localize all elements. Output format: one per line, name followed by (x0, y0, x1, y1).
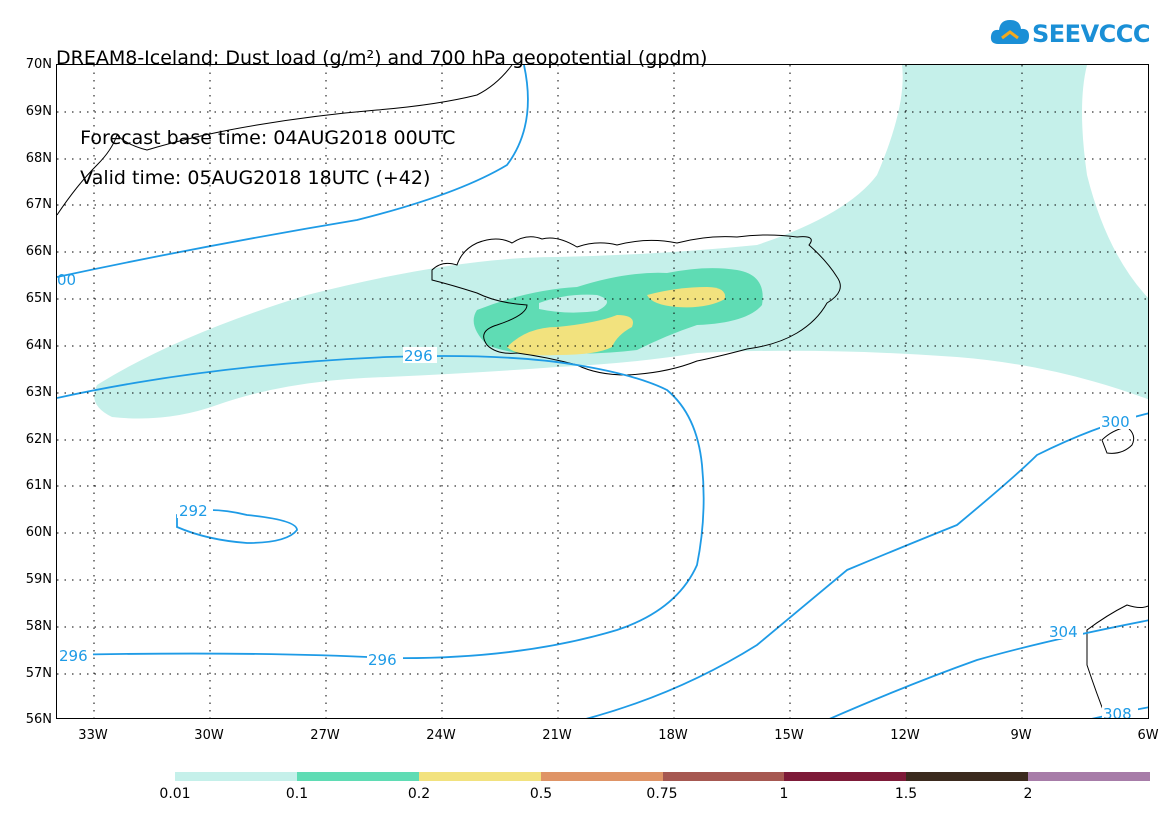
title-line-1: DREAM8-Iceland: Dust load (g/m²) and 700… (56, 47, 708, 69)
lon-label-18w: 18W (658, 728, 688, 743)
contour-label-292: 292 (179, 502, 208, 520)
lon-label-15w: 15W (774, 728, 804, 743)
lat-label-64n: 64N (25, 338, 52, 353)
legend-swatch-3 (418, 772, 541, 781)
contour-300-east (585, 412, 1148, 718)
contour-300-north (57, 65, 529, 278)
seevccc-logo: SEEVCCC (990, 14, 1151, 54)
lat-label-59n: 59N (25, 572, 52, 587)
dust-region-0.01 (94, 65, 1148, 419)
map-title: DREAM8-Iceland: Dust load (g/m²) and 700… (56, 8, 707, 228)
lon-label-33w: 33W (78, 728, 108, 743)
legend-swatch-1 (175, 772, 297, 781)
lon-label-12w: 12W (890, 728, 920, 743)
lat-label-62n: 62N (25, 432, 52, 447)
greenland-coastline (57, 65, 513, 216)
legend-label-0.1: 0.1 (285, 786, 309, 802)
forecast-base-time: Forecast base time: 04AUG2018 00UTC (80, 127, 456, 149)
lon-label-30w: 30W (194, 728, 224, 743)
map-panel: 296 296 296 292 00 300 304 308 (56, 64, 1149, 719)
cloud-icon (990, 20, 1029, 44)
legend-swatch-8 (1028, 772, 1150, 781)
contour-292 (176, 509, 298, 544)
logo-text: SEEVCCC (1032, 20, 1151, 48)
lat-label-65n: 65N (25, 291, 52, 306)
valid-time: Valid time: 05AUG2018 18UTC (+42) (80, 167, 431, 189)
lat-label-66n: 66N (25, 244, 52, 259)
title-line-2: Forecast base time: 04AUG2018 00UTC Vali… (56, 108, 707, 208)
lat-label-70n: 70N (25, 57, 52, 72)
legend-label-1.5: 1.5 (894, 786, 918, 802)
contour-label-300-b: 300 (1101, 413, 1130, 431)
map-canvas: 296 296 296 292 00 300 304 308 (57, 65, 1148, 719)
dust-region-0.2-west (507, 315, 633, 356)
lat-label-63n: 63N (25, 385, 52, 400)
legend-label-1: 1 (779, 786, 789, 802)
faroe-coastline (1101, 426, 1135, 454)
legend-label-0.2: 0.2 (407, 786, 431, 802)
contour-label-296-a: 296 (404, 347, 433, 365)
contour-304 (829, 619, 1148, 718)
lat-label-57n: 57N (25, 666, 52, 681)
lat-label-67n: 67N (25, 197, 52, 212)
lon-label-21w: 21W (542, 728, 572, 743)
contour-label-308: 308 (1103, 705, 1132, 719)
lon-label-24w: 24W (426, 728, 456, 743)
dust-region-0.2-east (647, 287, 726, 308)
lat-label-68n: 68N (25, 151, 52, 166)
legend-swatch-4 (540, 772, 663, 781)
scotland-coastline (1086, 604, 1148, 718)
lon-label-27w: 27W (310, 728, 340, 743)
legend-label-2: 2 (1023, 786, 1033, 802)
iceland-coastline (431, 234, 841, 376)
lon-label-6w: 6W (1137, 728, 1159, 743)
contour-label-296-b: 296 (59, 647, 88, 665)
lat-label-56n: 56N (25, 712, 52, 727)
legend-swatch-7 (906, 772, 1029, 781)
lat-label-58n: 58N (25, 619, 52, 634)
lat-label-69n: 69N (25, 104, 52, 119)
contour-label-300-a: 00 (57, 271, 76, 289)
contour-label-296-c: 296 (368, 651, 397, 669)
contour-label-304: 304 (1049, 623, 1078, 641)
legend-swatch-5 (662, 772, 785, 781)
lat-label-61n: 61N (25, 478, 52, 493)
legend-label-0.75: 0.75 (646, 786, 678, 802)
color-legend (175, 772, 1150, 781)
lat-label-60n: 60N (25, 525, 52, 540)
legend-label-0.5: 0.5 (529, 786, 553, 802)
legend-label-0.01: 0.01 (159, 786, 191, 802)
lon-label-9w: 9W (1010, 728, 1032, 743)
legend-swatch-6 (784, 772, 907, 781)
legend-swatch-2 (296, 772, 419, 781)
